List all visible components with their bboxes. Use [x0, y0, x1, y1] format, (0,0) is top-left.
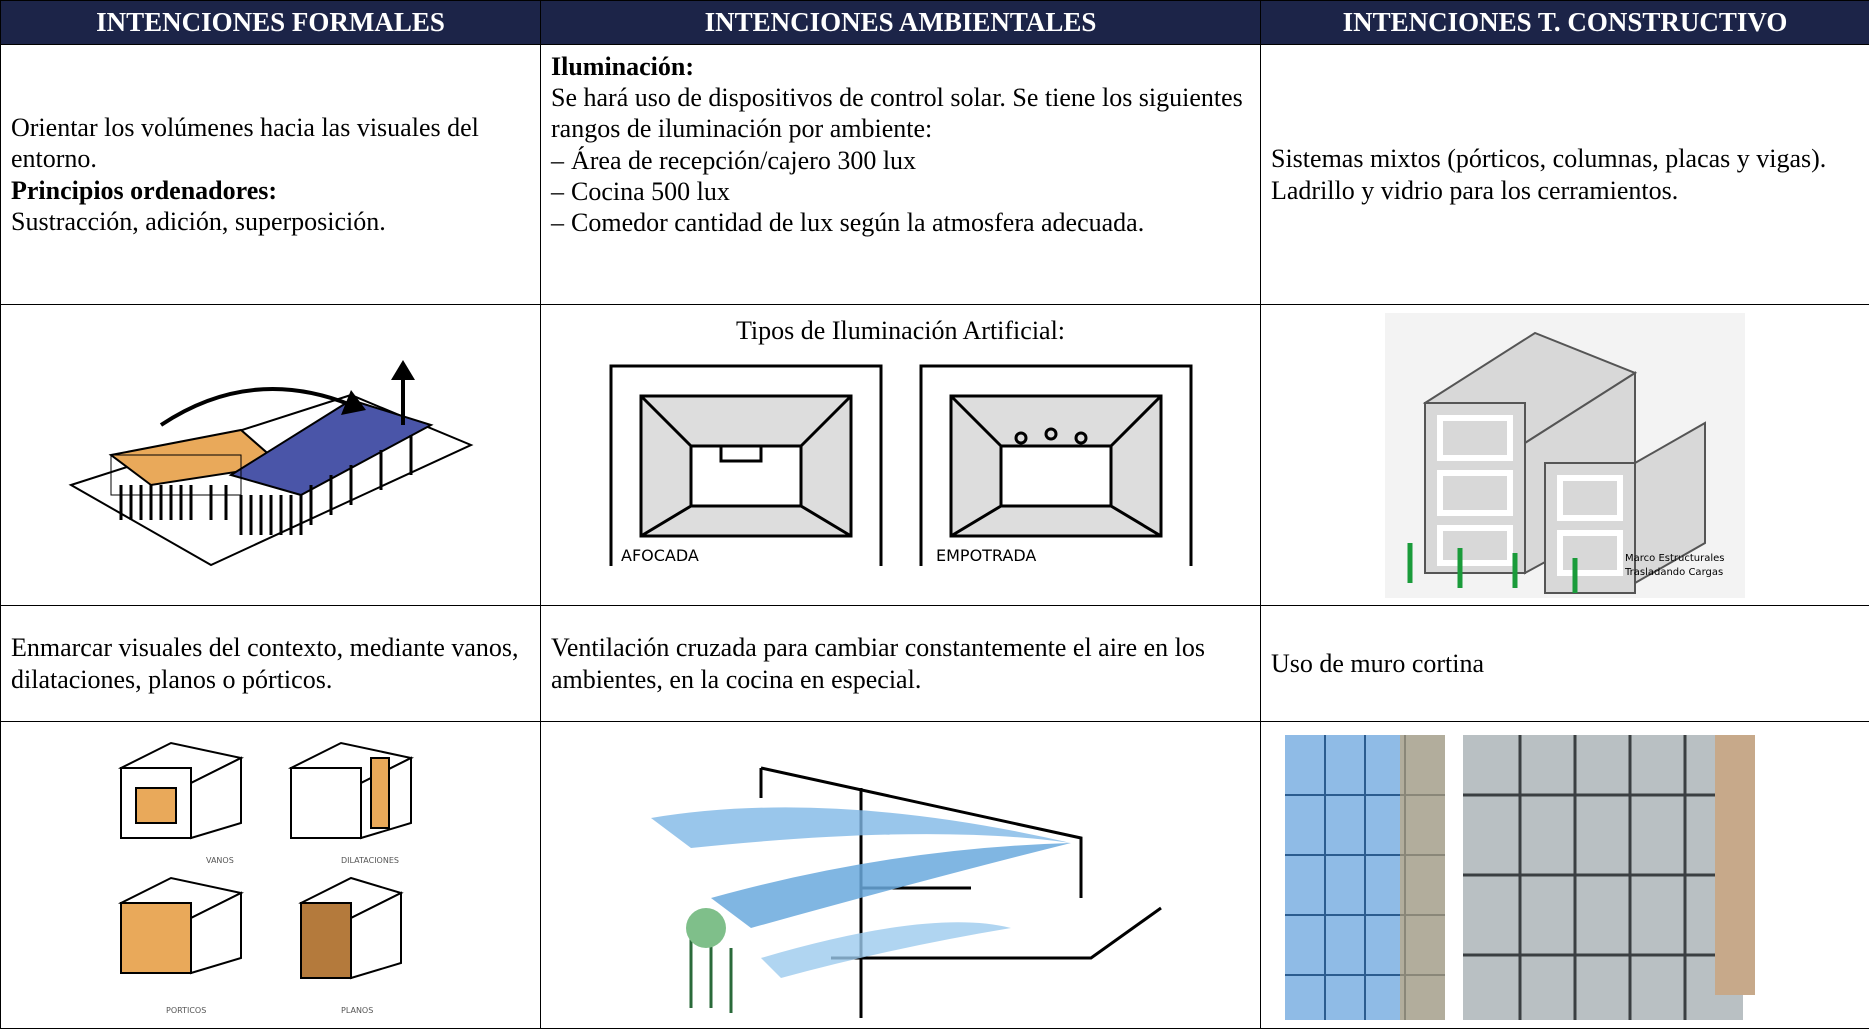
row: Enmarcar visuales del contexto, mediante… — [0, 605, 1869, 722]
text: Se hará uso de dispositivos de control s… — [551, 83, 1243, 144]
figure-label: DILATACIONES — [341, 856, 399, 865]
figure-label: EMPOTRADA — [936, 546, 1036, 565]
cell: VANOS DILATACIONES PORTICOS PLANOS — [0, 721, 541, 1029]
cell: Orientar los volúmenes hacia las visuale… — [0, 44, 541, 305]
header: INTENCIONES FORMALES — [0, 0, 541, 45]
figure-label: VANOS — [206, 856, 234, 865]
cell — [540, 721, 1261, 1029]
cell — [0, 304, 541, 606]
figure-label: Trasladando Cargas — [1624, 567, 1723, 578]
structure-sketch: Marco Estructurales Trasladando Cargas — [1385, 312, 1745, 598]
curtain-wall-photos — [1285, 735, 1755, 1020]
cell: Tipos de Iluminación Artificial: AFOCADA… — [540, 304, 1261, 606]
lighting-sketch: AFOCADA EMPOTRADA — [609, 364, 1192, 567]
cell: Ventilación cruzada para cambiar constan… — [540, 605, 1261, 722]
figure-label: PORTICOS — [166, 1006, 206, 1015]
row: Orientar los volúmenes hacia las visuale… — [0, 44, 1869, 305]
text: Uso de muro cortina — [1271, 648, 1485, 678]
figure-title: Tipos de Iluminación Artificial: — [735, 316, 1066, 345]
text: Enmarcar visuales del contexto, mediante… — [11, 633, 519, 694]
figure-label: AFOCADA — [621, 546, 699, 565]
row: VANOS DILATACIONES PORTICOS PLANOS — [0, 721, 1869, 1029]
text: Ladrillo y vidrio para los cerramientos. — [1271, 175, 1679, 205]
cell: Uso de muro cortina — [1260, 605, 1869, 722]
list-item: Comedor cantidad de lux según la atmosfe… — [551, 207, 1250, 238]
ventilation-sketch — [650, 766, 1162, 1018]
header: INTENCIONES T. CONSTRUCTIVO — [1260, 0, 1869, 45]
text: Orientar los volúmenes hacia las visuale… — [11, 113, 479, 174]
list-item: Área de recepción/cajero 300 lux — [551, 145, 1250, 176]
volumes-sketch — [68, 360, 473, 567]
figure-label: Marco Estructurales — [1625, 553, 1724, 564]
header: INTENCIONES AMBIENTALES — [540, 0, 1261, 45]
text: Sistemas mixtos (pórticos, columnas, pla… — [1271, 144, 1827, 174]
row: Tipos de Iluminación Artificial: AFOCADA… — [0, 304, 1869, 606]
cell: Iluminación: Se hará uso de dispositivos… — [540, 44, 1261, 305]
framing-sketch: VANOS DILATACIONES PORTICOS PLANOS — [117, 741, 414, 1015]
subheading: Principios ordenadores: — [11, 175, 278, 205]
cell: Marco Estructurales Trasladando Cargas — [1260, 304, 1869, 606]
cell: Sistemas mixtos (pórticos, columnas, pla… — [1260, 44, 1869, 305]
cell: Enmarcar visuales del contexto, mediante… — [0, 605, 541, 722]
heading: Iluminación: — [551, 52, 695, 81]
text: Sustracción, adición, superposición. — [11, 206, 386, 236]
list-item: Cocina 500 lux — [551, 176, 1250, 207]
cell — [1260, 721, 1869, 1029]
figure-label: PLANOS — [341, 1006, 373, 1015]
header-row: INTENCIONES FORMALES INTENCIONES AMBIENT… — [0, 0, 1869, 45]
list: Área de recepción/cajero 300 lux Cocina … — [551, 145, 1250, 239]
text: Ventilación cruzada para cambiar constan… — [551, 633, 1206, 694]
